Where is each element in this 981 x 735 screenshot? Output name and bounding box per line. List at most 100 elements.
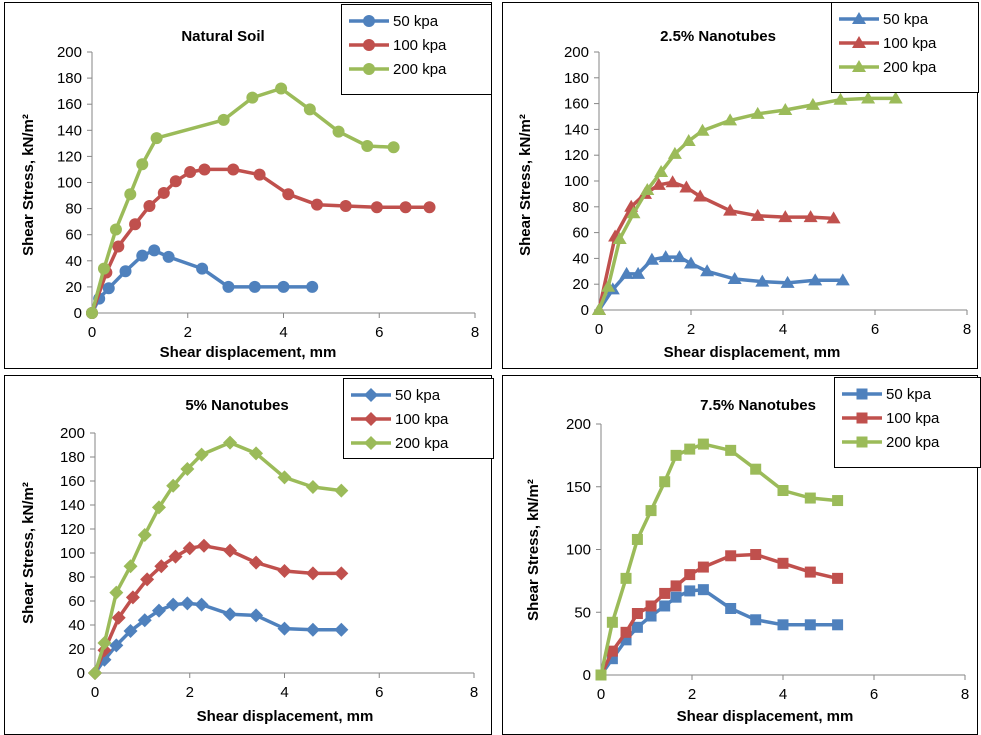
legend-swatch-marker bbox=[856, 436, 868, 448]
y-tick-label: 0 bbox=[583, 667, 591, 684]
data-point bbox=[750, 463, 762, 475]
data-point bbox=[334, 622, 349, 637]
data-point bbox=[651, 177, 666, 190]
x-tick-label: 6 bbox=[375, 324, 383, 341]
data-point bbox=[88, 666, 102, 680]
x-tick-label: 0 bbox=[597, 686, 605, 703]
data-point bbox=[169, 175, 182, 188]
data-point bbox=[803, 210, 818, 223]
data-point bbox=[684, 585, 696, 597]
legend-entry: 200 kpa bbox=[393, 61, 447, 78]
chart-panel-4: 0 50 100 150 200 0 2 4 6 8 7.5% Nanotubes Shear dis… bbox=[502, 375, 981, 735]
data-point bbox=[246, 91, 259, 104]
legend: 50 kpa 100 kpa 200 kpa bbox=[831, 2, 979, 93]
x-tick-label: 8 bbox=[471, 324, 479, 341]
legend-entry: 100 kpa bbox=[395, 411, 449, 428]
data-point bbox=[619, 266, 634, 279]
data-point bbox=[102, 282, 115, 295]
data-point bbox=[227, 163, 240, 176]
legend-entry: 100 kpa bbox=[886, 410, 940, 427]
y-axis-label: Shear Stress, kN/m² bbox=[20, 114, 37, 256]
legend-entry: 50 kpa bbox=[886, 386, 932, 403]
data-point bbox=[777, 619, 789, 631]
data-point bbox=[659, 476, 671, 488]
data-point bbox=[606, 653, 618, 665]
data-point bbox=[305, 566, 320, 581]
data-point bbox=[166, 597, 181, 612]
data-point bbox=[223, 543, 238, 558]
legend-entry: 100 kpa bbox=[883, 35, 937, 52]
y-tick-label: 120 bbox=[57, 148, 82, 165]
data-point bbox=[725, 550, 737, 562]
data-point bbox=[684, 256, 698, 269]
data-point bbox=[399, 201, 412, 214]
data-point bbox=[109, 585, 124, 600]
data-point bbox=[196, 262, 209, 275]
data-point bbox=[109, 223, 122, 236]
data-point bbox=[645, 505, 657, 517]
data-point bbox=[97, 636, 112, 650]
data-point bbox=[606, 645, 618, 657]
data-point bbox=[86, 307, 98, 319]
legend-entry: 100 kpa bbox=[393, 37, 447, 54]
y-tick-label: 100 bbox=[57, 175, 82, 192]
data-point bbox=[339, 199, 352, 212]
chart-panel-3: 0 20 40 60 80 100 120 140 160 180 200 0 2 4 6 8 5% Nanot… bbox=[4, 375, 494, 735]
data-point bbox=[223, 435, 238, 450]
data-point bbox=[277, 621, 292, 636]
chart-panel-2: 0 20 40 60 80 100 120 140 160 180 200 0 2 4 6 8 2.5% Nan… bbox=[502, 2, 979, 369]
data-point bbox=[626, 206, 641, 219]
legend: 50 kpa 100 kpa 200 kpa bbox=[343, 378, 494, 459]
chart-title: 7.5% Nanotubes bbox=[700, 397, 816, 414]
data-point bbox=[670, 591, 682, 603]
data-point bbox=[370, 201, 383, 214]
y-tick-label: 160 bbox=[564, 96, 589, 113]
data-point bbox=[253, 168, 266, 181]
y-tick-label: 100 bbox=[566, 542, 591, 559]
data-point bbox=[697, 438, 709, 450]
legend-entry: 200 kpa bbox=[395, 435, 449, 452]
x-tick-label: 2 bbox=[186, 684, 194, 701]
legend-swatch-marker bbox=[363, 63, 375, 75]
legend-swatch-marker bbox=[852, 60, 866, 72]
series-200-kpa bbox=[86, 82, 400, 319]
data-point bbox=[659, 600, 671, 612]
data-point bbox=[727, 272, 742, 285]
y-tick-label: 160 bbox=[57, 96, 82, 113]
series-100-kpa bbox=[595, 549, 844, 681]
data-point bbox=[725, 444, 737, 456]
data-point bbox=[136, 158, 149, 171]
y-tick-label: 140 bbox=[60, 497, 85, 514]
y-tick-label: 40 bbox=[65, 253, 82, 270]
data-point bbox=[644, 252, 659, 265]
data-point bbox=[112, 240, 125, 253]
data-point bbox=[196, 538, 211, 553]
data-point bbox=[194, 597, 209, 612]
data-point bbox=[631, 533, 643, 545]
data-point bbox=[97, 262, 110, 275]
data-point bbox=[249, 555, 264, 570]
y-tick-label: 140 bbox=[564, 121, 589, 138]
data-point bbox=[750, 549, 762, 561]
data-point bbox=[670, 580, 682, 592]
data-point bbox=[725, 602, 737, 614]
data-point bbox=[832, 495, 844, 507]
data-point bbox=[109, 638, 124, 653]
data-point bbox=[670, 449, 682, 461]
data-point bbox=[631, 266, 646, 279]
x-tick-label: 2 bbox=[688, 686, 696, 703]
data-point bbox=[361, 139, 374, 152]
y-tick-label: 80 bbox=[65, 201, 82, 218]
y-tick-label: 20 bbox=[65, 279, 82, 296]
x-tick-label: 4 bbox=[779, 321, 787, 338]
y-tick-label: 60 bbox=[572, 225, 589, 242]
data-point bbox=[861, 91, 876, 104]
data-point bbox=[125, 590, 140, 605]
data-point bbox=[888, 91, 903, 104]
series-200-kpa bbox=[595, 438, 844, 681]
data-point bbox=[620, 626, 632, 638]
data-point bbox=[832, 572, 844, 584]
legend-swatch-marker bbox=[363, 39, 375, 51]
y-tick-label: 200 bbox=[57, 44, 82, 61]
data-point bbox=[697, 584, 709, 596]
